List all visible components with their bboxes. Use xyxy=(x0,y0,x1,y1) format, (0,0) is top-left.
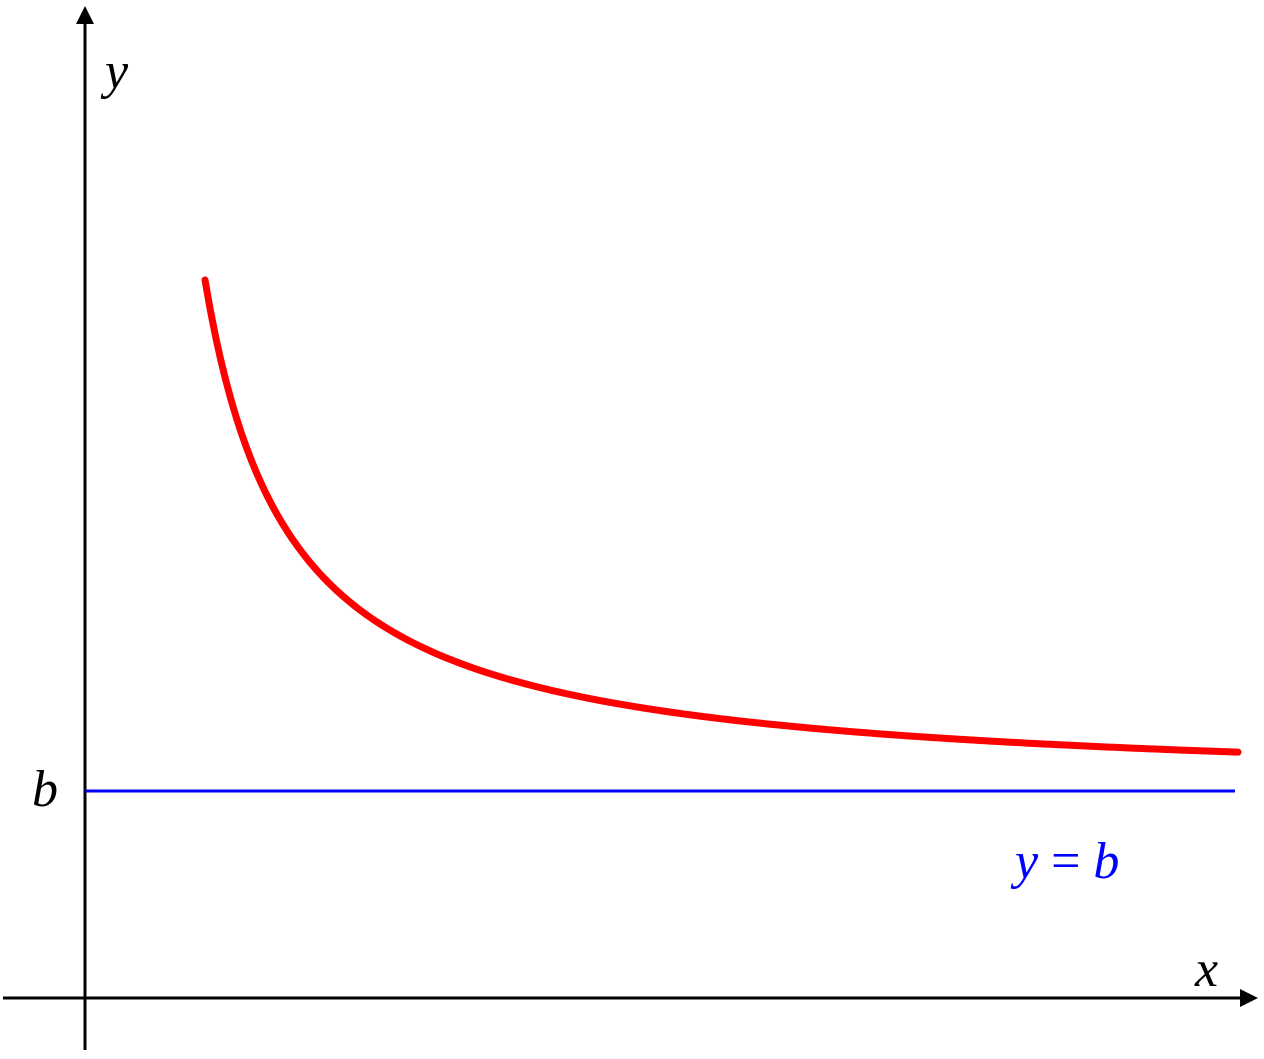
chart-container: y x b y = b xyxy=(0,0,1264,1059)
y-axis-label: y xyxy=(105,42,128,101)
asymptote-equation-label: y = b xyxy=(1015,832,1119,891)
curve-line xyxy=(205,280,1238,752)
asymptote-tick-label: b xyxy=(32,760,58,819)
x-axis-label: x xyxy=(1195,940,1218,999)
chart-svg xyxy=(0,0,1264,1059)
